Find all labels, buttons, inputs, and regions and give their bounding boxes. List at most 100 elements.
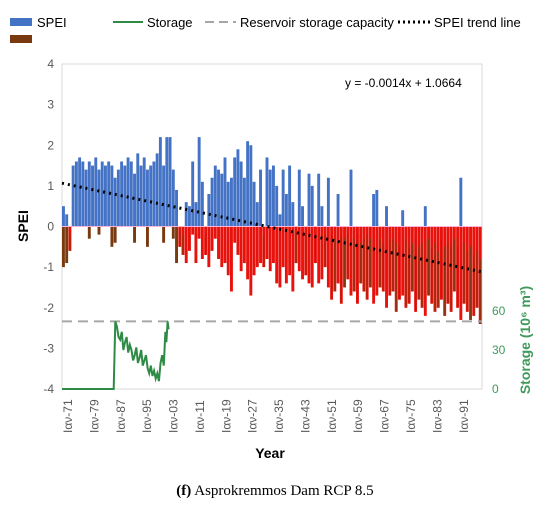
- spei-bar-negative-core: [344, 238, 346, 288]
- spei-bar-positive: [168, 137, 172, 227]
- spei-bar-positive: [84, 169, 88, 227]
- spei-bar-negative-core: [314, 234, 316, 264]
- spei-bar-positive: [194, 202, 198, 227]
- spei-bar-negative: [317, 226, 321, 284]
- x-axis-title: Year: [255, 445, 285, 461]
- spei-bar-negative: [191, 226, 195, 235]
- spei-bar-negative: [236, 226, 240, 255]
- spei-bar-positive: [97, 169, 101, 227]
- spei-bar-negative: [162, 226, 166, 243]
- legend: SPEI Storage Reservoir storage capacity …: [10, 15, 521, 43]
- x-tick-label: Ιαν-43: [298, 399, 312, 433]
- spei-bar-positive: [165, 137, 169, 227]
- spei-bar-positive: [104, 165, 107, 227]
- spei-bar-positive: [152, 161, 156, 227]
- spei-bar-negative: [259, 226, 262, 264]
- spei-bar-positive: [136, 153, 140, 227]
- spei-bar-positive: [71, 165, 75, 227]
- spei-bar-negative-core: [334, 238, 336, 292]
- spei-bar-negative-core: [418, 246, 420, 300]
- spei-bar-negative: [401, 226, 405, 296]
- spei-bar-positive: [220, 173, 224, 227]
- x-tick-label: Ιαν-95: [140, 399, 154, 433]
- spei-bar-negative: [230, 226, 233, 292]
- spei-bar-positive: [87, 161, 91, 227]
- spei-bar-negative-core: [431, 246, 433, 304]
- spei-bar-positive: [133, 173, 136, 227]
- spei-bar-negative-core: [408, 246, 410, 304]
- spei-bar-negative-core: [450, 246, 452, 312]
- spei-bar-positive: [110, 165, 114, 227]
- x-tick-label: Ιαν-19: [219, 399, 233, 433]
- spei-bar-negative-core: [331, 234, 333, 300]
- spei-bar-negative-core: [366, 234, 368, 300]
- legend-spei-positive-swatch: [10, 18, 32, 26]
- spei-bar-positive: [162, 165, 166, 227]
- spei-bar-positive: [223, 157, 227, 227]
- spei-bar-positive: [197, 137, 201, 227]
- spei-bar-positive: [242, 177, 246, 227]
- caption-label: (f): [176, 483, 192, 499]
- spei-bar-negative: [246, 226, 250, 280]
- caption-text: Asprokremmos Dam RCP 8.5: [194, 483, 374, 499]
- spei-bar-negative: [349, 226, 353, 296]
- legend-spei-label: SPEI: [37, 15, 67, 30]
- spei-bar-negative-core: [405, 238, 407, 308]
- spei-bar-positive: [265, 157, 269, 227]
- spei-bar-positive: [375, 189, 379, 227]
- spei-bar-negative: [213, 226, 217, 239]
- spei-bar-positive: [459, 177, 463, 227]
- spei-bar-positive: [423, 206, 427, 227]
- spei-bar-negative-core: [476, 250, 478, 308]
- spei-bar-positive: [320, 206, 324, 227]
- spei-bar-negative: [255, 226, 259, 268]
- spei-bar-positive: [336, 194, 340, 227]
- legend-spei-negative-swatch: [10, 35, 32, 43]
- spei-bar-positive: [191, 161, 195, 227]
- x-tick-label: Ιαν-83: [430, 399, 444, 433]
- y-tick-label: 4: [47, 57, 54, 71]
- spei-bar-positive: [401, 210, 405, 227]
- spei-bar-negative-core: [473, 254, 475, 316]
- spei-bar-negative-core: [382, 242, 384, 292]
- spei-bar-negative-core: [398, 246, 400, 300]
- spei-bar-positive: [116, 169, 120, 227]
- spei-bar-negative-core: [421, 242, 423, 308]
- spei-bar-positive: [226, 181, 230, 227]
- legend-storage-label: Storage: [147, 15, 193, 30]
- spei-bar-negative: [184, 226, 188, 264]
- spei-bar-positive: [281, 169, 285, 227]
- spei-bar-negative-core: [411, 242, 413, 292]
- spei-bar-negative: [423, 226, 427, 316]
- spei-bar-negative: [320, 226, 324, 280]
- spei-bar-positive: [307, 173, 311, 227]
- spei-bar-positive: [297, 169, 301, 227]
- spei-bar-negative-core: [379, 238, 381, 288]
- spei-bar-negative: [284, 226, 288, 284]
- spei-bar-negative: [200, 226, 204, 259]
- spei-bar-positive: [107, 161, 111, 227]
- y-tick-label: -1: [43, 260, 54, 274]
- spei-bar-positive: [210, 177, 214, 227]
- spei-bar-positive: [126, 157, 130, 227]
- spei-bar-negative: [372, 226, 376, 304]
- spei-bar-negative: [291, 226, 295, 292]
- spei-bar-negative-core: [392, 238, 394, 292]
- spei-bar-positive: [207, 194, 211, 227]
- spei-bar-negative-core: [179, 230, 181, 247]
- spei-bar-negative-core: [463, 242, 465, 304]
- spei-bar-negative-core: [363, 238, 365, 292]
- x-tick-label: Ιαν-35: [272, 399, 286, 433]
- spei-bar-positive: [146, 169, 149, 227]
- spei-bar-negative-core: [447, 242, 449, 304]
- spei-bar-negative-core: [389, 238, 391, 296]
- spei-bar-negative-core: [340, 234, 342, 304]
- spei-bar-negative-core: [263, 234, 265, 268]
- spei-bar-positive: [317, 173, 321, 227]
- spei-bar-positive: [275, 185, 279, 227]
- spei-bar-positive: [249, 145, 253, 227]
- spei-bar-negative: [133, 226, 136, 243]
- spei-bar-positive: [200, 181, 204, 227]
- spei-bar-positive: [74, 161, 78, 227]
